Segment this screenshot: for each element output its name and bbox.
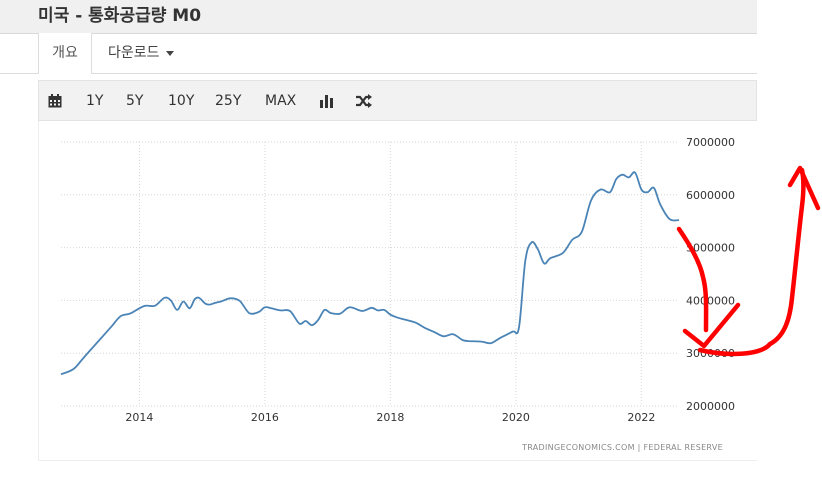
annotation-arrow-down-head: [682, 302, 741, 349]
range-5y-button[interactable]: 5Y: [126, 93, 144, 109]
page-title: 미국 - 통화공급량 M0: [38, 6, 202, 26]
grid-lines: [61, 141, 679, 407]
tab-download-label: 다운로드: [108, 45, 160, 61]
x-axis-ticks: 2014 2016 2018 2020 2022: [125, 411, 655, 424]
x-tick-label: 2014: [125, 411, 153, 424]
y-tick-label: 5000000: [686, 242, 735, 255]
tabs-row: [0, 33, 757, 74]
range-25y-button[interactable]: 25Y: [215, 93, 242, 109]
range-max-button[interactable]: MAX: [265, 93, 297, 109]
x-tick-label: 2022: [627, 411, 655, 424]
y-tick-label: 6000000: [686, 189, 735, 202]
y-tick-label: 4000000: [686, 294, 735, 307]
y-tick-label: 7000000: [686, 136, 735, 149]
bar-chart-icon[interactable]: [319, 81, 334, 122]
x-tick-label: 2020: [502, 411, 530, 424]
series-line-money-supply: [60, 171, 680, 376]
tab-download[interactable]: 다운로드: [108, 33, 174, 73]
shuffle-icon[interactable]: [355, 81, 373, 122]
tab-overview[interactable]: 개요: [38, 33, 92, 74]
range-10y-button[interactable]: 10Y: [168, 93, 195, 109]
y-axis-ticks: 2000000300000040000005000000600000070000…: [686, 136, 735, 413]
x-tick-label: 2016: [251, 411, 279, 424]
chart-credits: TRADINGECONOMICS.COM | FEDERAL RESERVE: [521, 443, 723, 452]
chart-frame: [38, 121, 757, 461]
calendar-icon[interactable]: [48, 81, 62, 122]
annotation-arrow-up: [697, 167, 806, 357]
annotation-arrow-up-head: [787, 165, 821, 211]
title-bar: 미국 - 통화공급량 M0: [0, 0, 757, 34]
y-tick-label: 2000000: [686, 400, 735, 413]
x-tick-label: 2018: [376, 411, 404, 424]
annotation-arrow-down: [676, 226, 709, 333]
range-1y-button[interactable]: 1Y: [86, 93, 104, 109]
annotation-arrow: [676, 165, 821, 357]
chart-toolbar: 1Y 5Y 10Y 25Y MAX: [38, 80, 757, 121]
caret-down-icon: [165, 50, 174, 56]
